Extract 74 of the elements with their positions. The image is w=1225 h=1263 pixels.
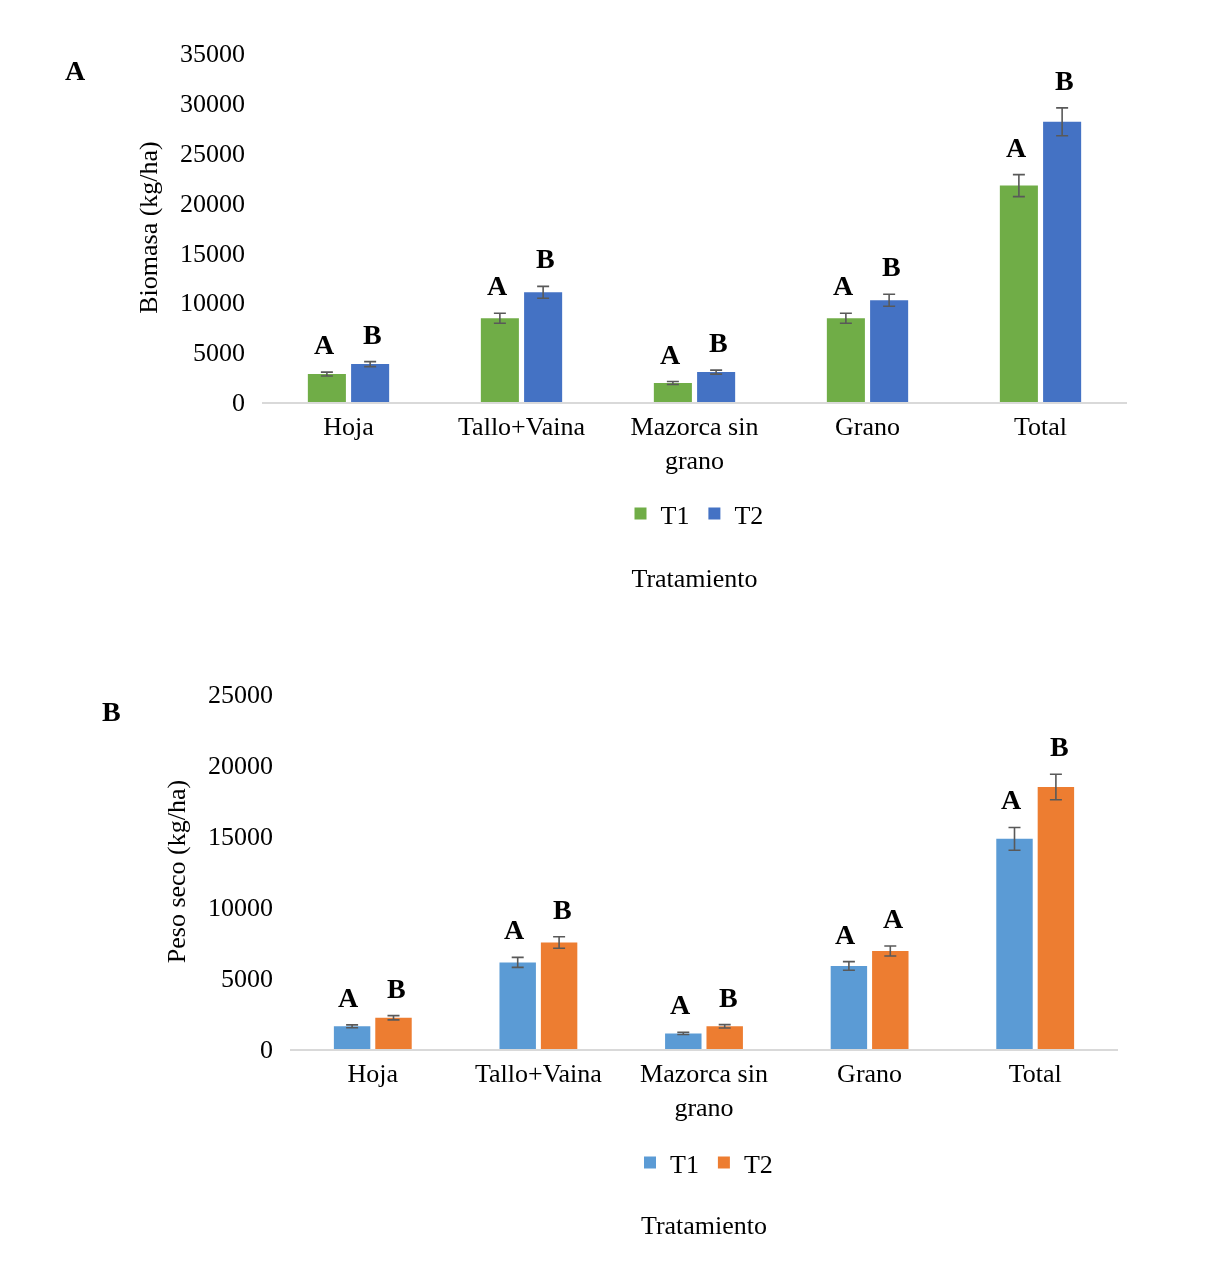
- legend-label: T2: [743, 1149, 773, 1179]
- bar: [872, 951, 909, 1049]
- bar: [540, 942, 578, 1049]
- y-axis-title: Biomasa (kg/ha): [134, 141, 164, 314]
- y-tick-label: 0: [260, 1035, 273, 1065]
- y-tick-label: 5000: [221, 964, 273, 994]
- y-axis-title: Peso seco (kg/ha): [162, 779, 192, 964]
- annotation: A: [833, 270, 854, 301]
- x-tick-label: Grano: [837, 1059, 903, 1089]
- bar: [307, 374, 346, 402]
- annotation: A: [883, 903, 904, 934]
- bar: [996, 838, 1033, 1049]
- annotation: B: [882, 251, 901, 282]
- bar: [499, 962, 536, 1049]
- x-axis-title: Tratamiento: [631, 564, 758, 594]
- annotation: A: [1006, 132, 1027, 163]
- bar: [480, 318, 519, 402]
- annotation: A: [338, 982, 359, 1013]
- y-tick-label: 15000: [208, 822, 273, 852]
- annotation: A: [660, 339, 681, 370]
- y-tick-label: 25000: [180, 138, 245, 168]
- annotation: A: [835, 919, 856, 950]
- annotation: A: [1001, 784, 1022, 815]
- x-tick-label: Tallo+Vaina: [458, 412, 586, 442]
- annotation: B: [387, 973, 406, 1004]
- y-tick-label: 10000: [180, 288, 245, 318]
- bar: [826, 318, 865, 402]
- annotation: B: [553, 894, 572, 925]
- y-tick-label: 5000: [193, 338, 245, 368]
- annotation: A: [504, 914, 525, 945]
- bar: [1037, 787, 1075, 1049]
- x-tick-label: Hoja: [323, 412, 375, 442]
- x-tick-label: Mazorca sin grano: [630, 412, 759, 475]
- bar: [333, 1026, 371, 1049]
- bar: [524, 292, 563, 402]
- bar: [1043, 121, 1082, 402]
- x-tick-label: Mazorca sin grano: [640, 1059, 768, 1122]
- x-axis-title: Tratamiento: [640, 1211, 768, 1241]
- x-tick-label: Total: [1008, 1059, 1062, 1089]
- annotation: A: [670, 989, 691, 1020]
- annotation: B: [1055, 65, 1074, 96]
- annotation: A: [314, 329, 335, 360]
- y-tick-label: 0: [232, 388, 245, 418]
- text: A: [65, 55, 86, 86]
- y-tick-label: 10000: [208, 893, 273, 923]
- annotation: B: [536, 243, 555, 274]
- bar: [830, 965, 868, 1049]
- annotation: B: [709, 327, 728, 358]
- y-tick-label: 15000: [180, 238, 245, 268]
- bar: [375, 1017, 412, 1049]
- legend-label: T2: [734, 500, 764, 530]
- text: B: [102, 696, 121, 727]
- y-tick-label: 20000: [208, 751, 273, 781]
- annotation: B: [1050, 731, 1069, 762]
- bar: [870, 300, 909, 402]
- x-tick-label: Total: [1013, 412, 1068, 442]
- y-tick-label: 35000: [180, 39, 245, 69]
- bar: [351, 364, 390, 402]
- x-tick-label: Hoja: [347, 1059, 399, 1089]
- y-tick-label: 25000: [208, 680, 273, 710]
- y-tick-label: 20000: [180, 188, 245, 218]
- y-tick-label: 30000: [180, 88, 245, 118]
- legend-label: T1: [660, 500, 690, 530]
- bar: [706, 1026, 743, 1049]
- bar: [999, 185, 1038, 402]
- bar: [697, 372, 736, 402]
- annotation: A: [487, 270, 508, 301]
- legend-label: T1: [670, 1149, 699, 1179]
- annotation: B: [719, 982, 738, 1013]
- x-tick-label: Tallo+Vaina: [474, 1059, 603, 1089]
- bar: [665, 1033, 702, 1049]
- x-tick-label: Grano: [835, 412, 900, 442]
- annotation: B: [363, 319, 382, 350]
- bar: [653, 383, 692, 402]
